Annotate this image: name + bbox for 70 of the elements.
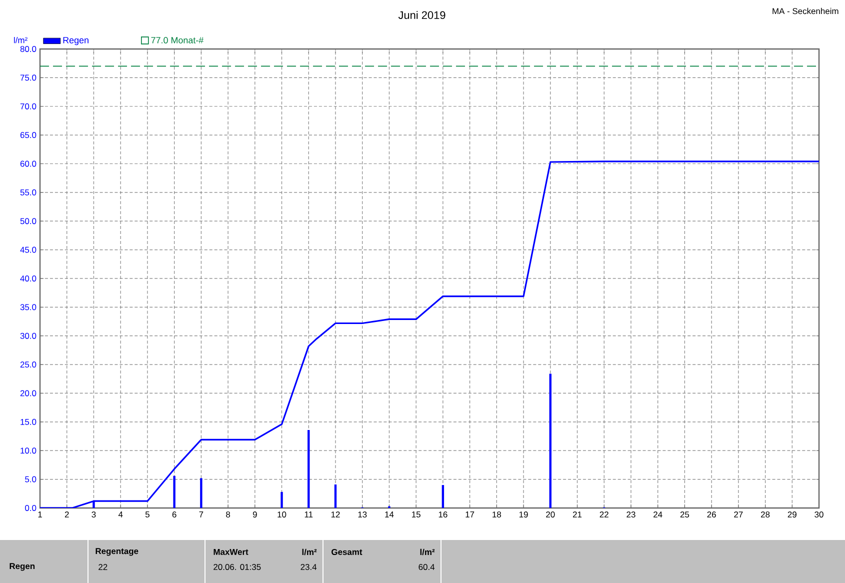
x-tick-label: 30	[814, 511, 824, 518]
x-tick-label: 27	[734, 511, 743, 518]
y-tick-label: 40.0	[20, 275, 36, 282]
x-tick-label: 5	[145, 511, 150, 518]
y-tick-label: 20.0	[20, 390, 36, 396]
bar	[549, 373, 552, 508]
y-tick-label: 50.0	[20, 218, 36, 224]
x-tick-label: 26	[707, 511, 716, 518]
y-tick-label: 55.0	[20, 189, 36, 196]
x-tick-label: 24	[654, 511, 662, 518]
text: 60.4	[418, 564, 435, 570]
x-tick-label: 20	[546, 511, 555, 518]
text: l/m²	[420, 548, 435, 555]
text: Regentage	[96, 548, 138, 556]
legend-label: 77.0 Monat-#	[151, 36, 204, 44]
x-tick-label: 4	[118, 511, 123, 518]
x-tick-label: 29	[788, 511, 796, 518]
x-tick-label: 21	[572, 511, 582, 518]
y-tick-label: 0.0	[25, 504, 36, 511]
x-tick-label: 2	[64, 511, 69, 518]
y-tick-label: 30.0	[20, 332, 36, 339]
x-tick-label: 1	[38, 511, 42, 518]
text: l/m²	[302, 548, 317, 555]
legend-label: Regen	[63, 36, 88, 45]
text: Gesamt	[332, 548, 362, 555]
x-tick-label: 22	[600, 511, 608, 518]
x-tick-label: 6	[172, 511, 176, 518]
y-tick-label: 15.0	[20, 418, 36, 425]
chart-title: Juni 2019	[398, 10, 446, 19]
y-tick-label: 10.0	[20, 447, 36, 454]
text: MA - Seckenheim	[772, 8, 838, 14]
x-tick-label: 7	[199, 511, 204, 518]
x-tick-label: 17	[466, 511, 474, 518]
x-tick-label: 28	[761, 511, 770, 518]
bar	[442, 484, 444, 508]
y-axis-title: l/m²	[14, 36, 28, 43]
y-tick-label: 45.0	[20, 246, 36, 253]
y-tick-label: 35.0	[20, 304, 36, 310]
y-tick-label: 75.0	[20, 74, 36, 80]
x-tick-label: 11	[304, 511, 313, 518]
x-tick-label: 13	[358, 511, 367, 518]
y-tick-label: 25.0	[20, 361, 36, 368]
text: 23.4	[300, 564, 317, 570]
x-tick-label: 19	[519, 511, 528, 518]
x-tick-label: 25	[680, 511, 690, 518]
y-tick-label: 5.0	[25, 476, 36, 482]
x-tick-label: 10	[278, 511, 286, 518]
x-tick-label: 14	[385, 511, 394, 518]
x-tick-label: 3	[92, 511, 96, 518]
text: 22	[98, 564, 108, 570]
y-tick-label: 60.0	[20, 160, 36, 166]
x-tick-label: 16	[438, 511, 448, 518]
bar	[280, 492, 283, 508]
x-tick-label: 8	[226, 511, 230, 518]
text: Regen	[10, 562, 35, 571]
x-tick-label: 9	[252, 511, 257, 518]
bar	[173, 476, 176, 508]
x-tick-label: 23	[626, 511, 636, 518]
y-tick-label: 65.0	[20, 132, 36, 138]
y-tick-label: 70.0	[20, 103, 36, 110]
x-tick-label: 18	[492, 511, 502, 518]
bar	[334, 484, 337, 508]
x-tick-label: 12	[331, 511, 340, 518]
text: 20.06. 01:35	[214, 564, 261, 570]
line-series	[40, 160, 820, 508]
text: MaxWert	[214, 548, 248, 555]
y-tick-label: 80.0	[20, 46, 36, 52]
bar	[308, 430, 310, 508]
bar	[200, 478, 202, 508]
x-tick-label: 15	[412, 511, 420, 518]
